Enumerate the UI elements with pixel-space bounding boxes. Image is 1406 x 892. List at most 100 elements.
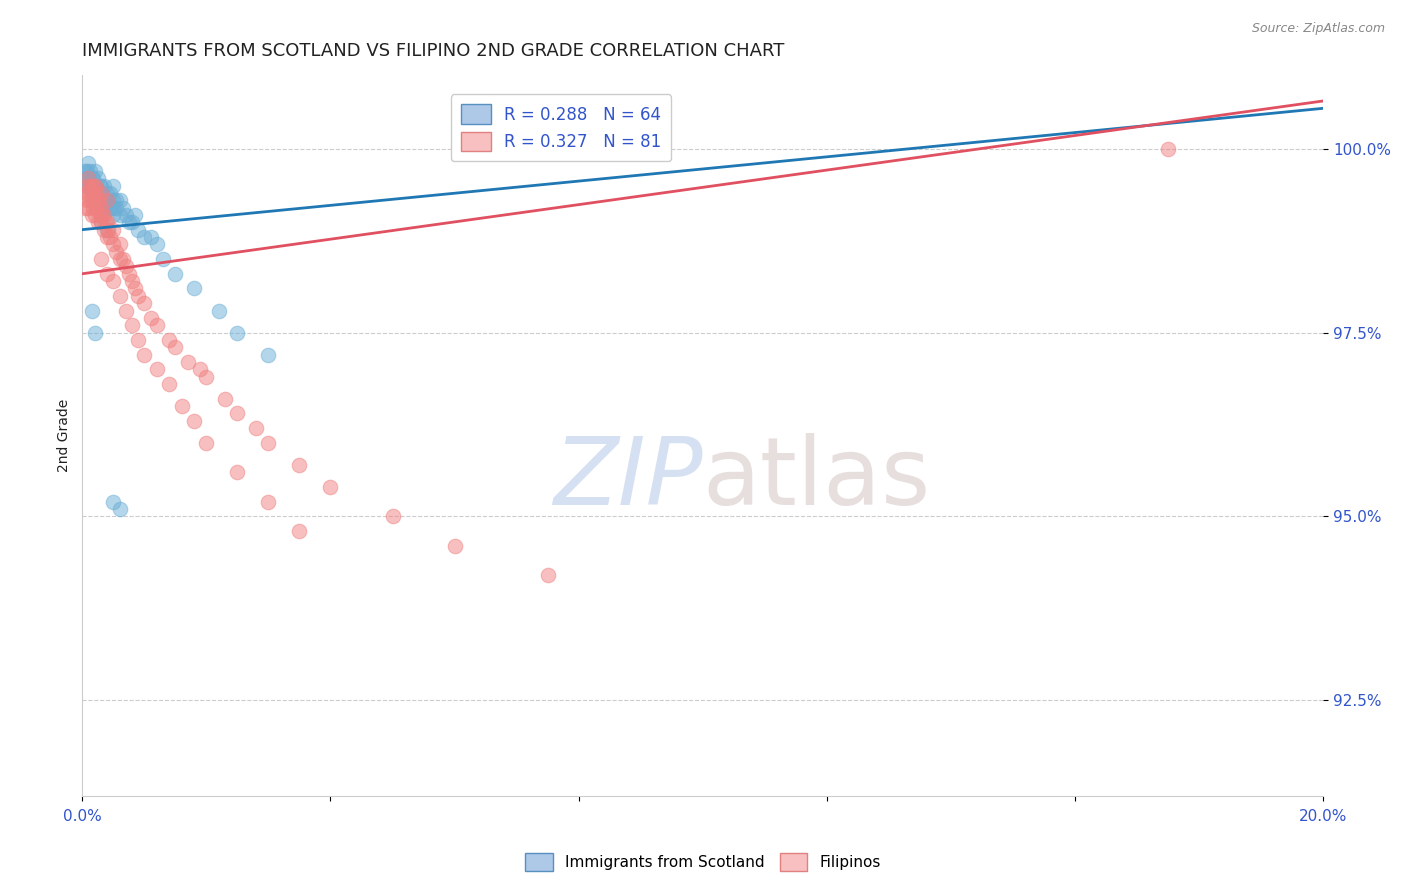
Point	[319, 480, 342, 494]
Point	[145, 362, 167, 376]
Point	[103, 222, 125, 236]
Point	[103, 178, 125, 193]
Point	[195, 369, 218, 384]
Point	[188, 362, 211, 376]
Text: 0.0%: 0.0%	[63, 809, 101, 824]
Point	[79, 178, 101, 193]
Point	[108, 502, 131, 516]
Point	[96, 230, 118, 244]
Point	[89, 208, 111, 222]
Point	[381, 509, 404, 524]
Point	[84, 201, 107, 215]
Point	[108, 208, 131, 222]
Point	[98, 186, 121, 200]
Text: Source: ZipAtlas.com: Source: ZipAtlas.com	[1251, 22, 1385, 36]
Point	[96, 201, 118, 215]
Point	[83, 178, 105, 193]
Point	[80, 303, 103, 318]
Point	[103, 201, 125, 215]
Point	[90, 178, 112, 193]
Point	[87, 171, 110, 186]
Point	[83, 163, 105, 178]
Point	[80, 193, 103, 207]
Point	[257, 348, 280, 362]
Point	[87, 215, 110, 229]
Point	[77, 171, 100, 186]
Point	[226, 465, 249, 479]
Point	[90, 186, 112, 200]
Point	[108, 237, 131, 252]
Point	[79, 163, 101, 178]
Point	[127, 222, 149, 236]
Point	[114, 260, 136, 274]
Point	[134, 296, 156, 310]
Point	[84, 186, 107, 200]
Point	[214, 392, 236, 406]
Point	[83, 208, 105, 222]
Point	[76, 178, 98, 193]
Point	[145, 237, 167, 252]
Point	[76, 193, 98, 207]
Point	[82, 186, 104, 200]
Point	[183, 281, 205, 295]
Point	[103, 237, 125, 252]
Point	[97, 193, 120, 207]
Point	[139, 310, 162, 325]
Point	[177, 355, 200, 369]
Point	[83, 178, 105, 193]
Point	[118, 215, 141, 229]
Point	[108, 193, 131, 207]
Point	[111, 252, 134, 266]
Point	[114, 208, 136, 222]
Point	[124, 208, 146, 222]
Point	[145, 318, 167, 333]
Point	[537, 568, 560, 582]
Point	[84, 178, 107, 193]
Point	[91, 208, 114, 222]
Point	[77, 186, 100, 200]
Point	[79, 178, 101, 193]
Point	[89, 193, 111, 207]
Legend: R = 0.288   N = 64, R = 0.327   N = 81: R = 0.288 N = 64, R = 0.327 N = 81	[450, 95, 671, 161]
Point	[98, 201, 121, 215]
Point	[121, 215, 143, 229]
Point	[245, 421, 267, 435]
Point	[80, 186, 103, 200]
Point	[121, 274, 143, 288]
Point	[77, 156, 100, 170]
Text: IMMIGRANTS FROM SCOTLAND VS FILIPINO 2ND GRADE CORRELATION CHART: IMMIGRANTS FROM SCOTLAND VS FILIPINO 2ND…	[83, 42, 785, 60]
Point	[103, 494, 125, 508]
Point	[96, 222, 118, 236]
Point	[105, 193, 128, 207]
Point	[195, 436, 218, 450]
Point	[83, 178, 105, 193]
Point	[208, 303, 231, 318]
Point	[134, 348, 156, 362]
Point	[443, 539, 465, 553]
Point	[89, 186, 111, 200]
Point	[75, 171, 97, 186]
Point	[96, 193, 118, 207]
Point	[96, 267, 118, 281]
Point	[80, 178, 103, 193]
Point	[80, 178, 103, 193]
Point	[108, 289, 131, 303]
Point	[93, 208, 115, 222]
Y-axis label: 2nd Grade: 2nd Grade	[58, 399, 72, 472]
Point	[103, 208, 125, 222]
Point	[183, 414, 205, 428]
Point	[288, 458, 311, 472]
Point	[83, 193, 105, 207]
Point	[87, 193, 110, 207]
Text: atlas: atlas	[703, 433, 931, 524]
Point	[80, 171, 103, 186]
Point	[105, 244, 128, 259]
Point	[105, 201, 128, 215]
Point	[90, 201, 112, 215]
Point	[82, 171, 104, 186]
Point	[75, 163, 97, 178]
Point	[288, 524, 311, 538]
Point	[157, 333, 180, 347]
Point	[226, 326, 249, 340]
Text: ZIP: ZIP	[553, 434, 703, 524]
